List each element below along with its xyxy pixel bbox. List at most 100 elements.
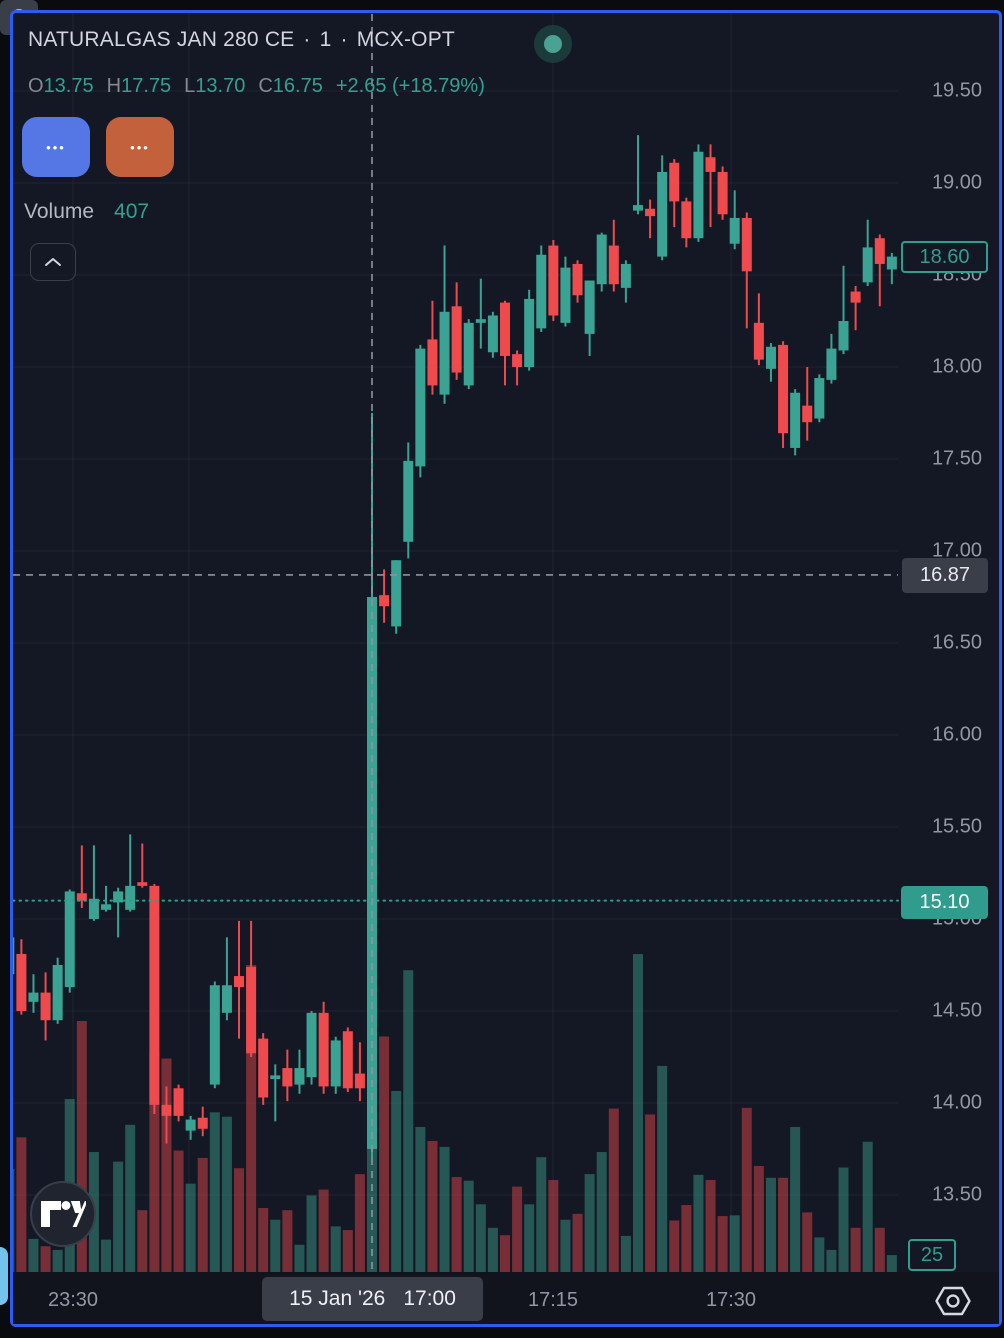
edge-drawer-handle[interactable] [0,1247,8,1305]
price-tick-label: 16.50 [931,631,982,654]
market-status-icon[interactable] [534,25,572,63]
settings-button[interactable] [935,1285,971,1320]
candle [234,976,244,987]
candle [814,378,824,418]
candle [186,1120,196,1131]
time-tick-label: 23:30 [47,1289,99,1311]
volume-bar [161,1059,171,1272]
blue-more-button[interactable]: ••• [22,117,90,177]
time-tick-label: 17:15 [527,1289,579,1311]
symbol-title-row[interactable]: NATURALGAS JAN 280 CE · 1 · MCX-OPT [28,28,455,52]
volume-bar [851,1228,861,1272]
candle [319,1013,329,1087]
volume-bar [343,1230,353,1272]
candle [137,882,147,886]
volume-bar [222,1117,232,1272]
volume-bar [645,1114,655,1272]
volume-bar [790,1127,800,1272]
candle [742,218,752,271]
volume-bar [887,1255,897,1272]
candle [89,899,99,919]
price-tick-label: 13.50 [931,1183,982,1206]
volume-bar [415,1127,425,1272]
tradingview-logo[interactable] [30,1181,96,1247]
volume-bar [28,1239,38,1272]
volume-bar [101,1240,111,1272]
volume-bar [657,1066,667,1272]
candle [246,967,256,1053]
candle [681,201,691,238]
volume-bar [137,1210,147,1272]
candle [560,268,570,323]
candle [512,354,522,367]
collapse-pane-button[interactable] [30,243,76,281]
prev-close-price-label: 15.10 [901,886,988,919]
candle [210,985,220,1084]
time-tick-label: 17:30 [705,1289,757,1311]
candle [706,157,716,172]
orange-more-button[interactable]: ••• [106,117,174,177]
candle [621,264,631,288]
volume-bar [488,1228,498,1272]
volume-bar [210,1112,220,1272]
high-readout: H17.75 [106,75,172,97]
volume-bar [512,1187,522,1272]
candle [307,1013,317,1077]
candle [440,312,450,395]
volume-bar [53,1250,63,1272]
volume-bar [814,1237,824,1272]
crosshair-layer [13,14,898,1272]
volume-bar [77,1021,87,1272]
volume-bar [198,1158,208,1272]
volume-bar [427,1141,437,1272]
price-tick-label: 19.00 [931,171,982,194]
volume-bar [826,1250,836,1272]
symbol-name[interactable]: NATURALGAS JAN 280 CE [28,28,295,51]
price-tick-label: 17.50 [931,447,982,470]
candle [766,347,776,369]
candle [331,1040,341,1086]
time-axis-strip[interactable] [13,1272,999,1324]
candle [403,461,413,542]
volume-bar [452,1177,462,1272]
crosshair-time-label: 15 Jan '26 17:00 [262,1277,483,1321]
volume-bar [742,1108,752,1272]
candle [125,886,135,910]
price-tick-label: 19.50 [931,79,982,102]
volume-bar [476,1204,486,1272]
volume-bar [573,1214,583,1272]
candle [839,321,849,350]
candle [826,349,836,380]
ellipsis-icon: ••• [130,139,150,155]
candle [863,247,873,282]
volume-bar [754,1166,764,1272]
volume-bar [621,1236,631,1272]
volume-bar [633,954,643,1272]
candle [657,172,667,257]
volume-bar [536,1157,546,1272]
candle [645,209,655,216]
candle [730,218,740,244]
volume-indicator-row[interactable]: Volume 407 [24,200,149,224]
volume-bar [839,1167,849,1272]
candle [282,1068,292,1086]
candle [718,172,728,214]
candle [851,292,861,303]
crosshair-price-label: 16.87 [902,558,988,593]
candle [53,965,63,1020]
separator-dot: · [340,28,348,51]
volume-bar [391,1091,401,1272]
candle [464,323,474,386]
volume-bar [706,1180,716,1272]
candle [609,246,619,285]
candle [887,257,897,270]
candle [355,1074,365,1089]
interval-value[interactable]: 1 [319,28,332,51]
separator-dot: · [303,28,311,51]
volume-bar [234,1168,244,1272]
ellipsis-icon: ••• [46,139,66,155]
volume-bar [718,1216,728,1272]
volume-label: Volume [24,200,95,223]
volume-bar [597,1152,607,1272]
